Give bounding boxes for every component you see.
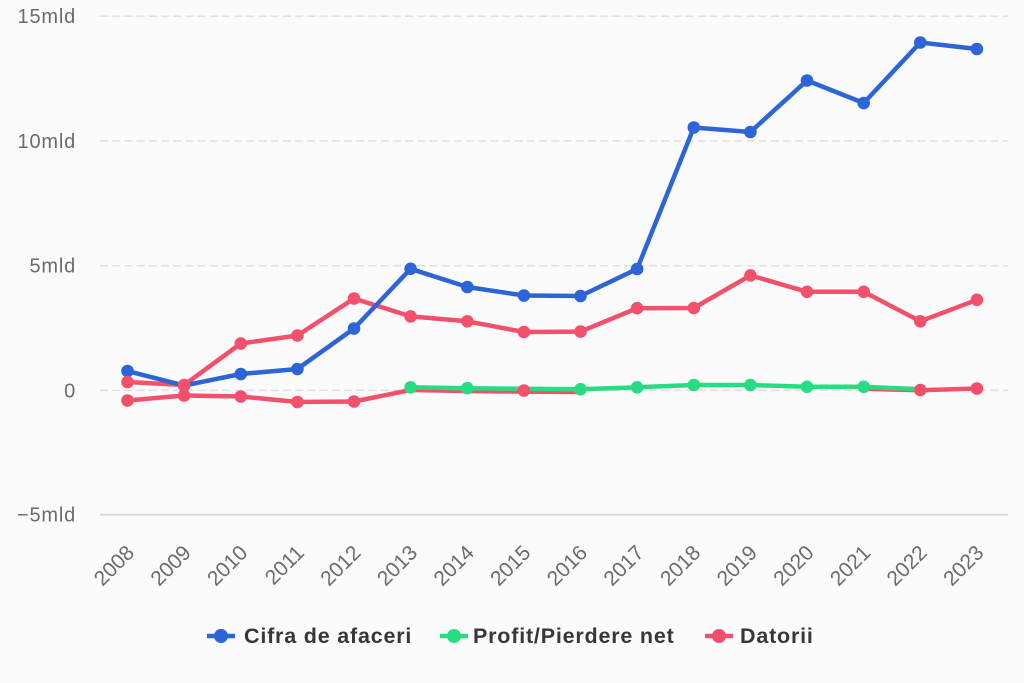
svg-text:15mld: 15mld xyxy=(18,6,76,28)
svg-text:Cifra de afaceri: Cifra de afaceri xyxy=(244,624,412,648)
svg-text:Profit/Pierdere net: Profit/Pierdere net xyxy=(473,624,675,648)
svg-text:10mld: 10mld xyxy=(18,131,76,153)
svg-text:0: 0 xyxy=(64,380,76,402)
svg-text:5mld: 5mld xyxy=(29,256,76,278)
svg-text:Datorii: Datorii xyxy=(740,624,814,648)
svg-text:−5mld: −5mld xyxy=(17,505,76,527)
